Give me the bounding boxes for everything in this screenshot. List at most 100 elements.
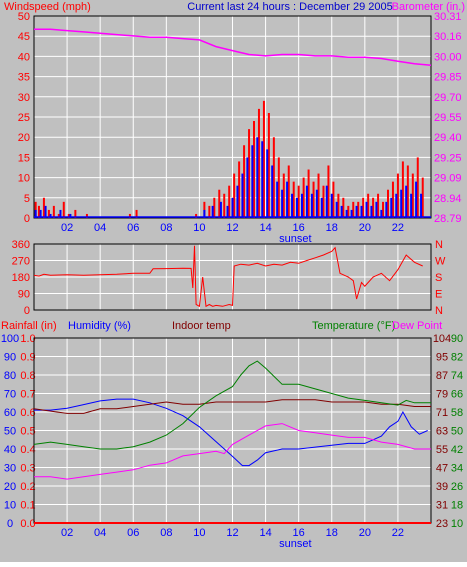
humidity-tick-label: 60 xyxy=(4,407,16,419)
barometer-tick-label: 30.00 xyxy=(434,51,462,63)
sunset-label: sunset xyxy=(279,233,311,245)
x-tick-label: 04 xyxy=(94,527,106,539)
barometer-line xyxy=(34,28,432,66)
indoor-temp-tick-label: 55 xyxy=(436,444,448,456)
x-tick-label: 18 xyxy=(326,527,338,539)
compass-tick-label: W xyxy=(435,256,446,268)
indoor-temp-tick-label: 23 xyxy=(436,518,448,530)
dew-point-line xyxy=(34,423,431,480)
barometer-tick-label: 28.94 xyxy=(434,193,462,205)
x-tick-label: 06 xyxy=(127,222,139,234)
temperature-tick-label: 50 xyxy=(451,426,463,438)
chart-title: Current last 24 hours : December 29 2005 xyxy=(187,1,392,13)
indoor-temp-tick-label: 87 xyxy=(436,370,448,382)
direction-tick-label: 0 xyxy=(24,305,30,317)
rainfall-tick-label: 0.9 xyxy=(20,352,35,364)
x-tick-label: 22 xyxy=(392,527,404,539)
barometer-tick-label: 29.40 xyxy=(434,132,462,144)
temperature-tick-label: 34 xyxy=(451,463,463,475)
temperature-tick-label: 18 xyxy=(451,500,463,512)
x-tick-label: 16 xyxy=(293,527,305,539)
windspeed-tick-label: 20 xyxy=(18,132,30,144)
indoor-temp-tick-label: 63 xyxy=(436,426,448,438)
compass-tick-label: N xyxy=(435,239,443,251)
x-tick-label: 20 xyxy=(359,527,371,539)
rainfall-axis-label: Rainfall (in) xyxy=(1,320,57,332)
indoor-temp-tick-label: 95 xyxy=(436,352,448,364)
x-tick-label: 02 xyxy=(61,527,73,539)
temperature-tick-label: 58 xyxy=(451,407,463,419)
temperature-tick-label: 82 xyxy=(451,352,463,364)
rainfall-tick-label: 0.3 xyxy=(20,463,35,475)
indoor-temp-axis-label: Indoor temp xyxy=(172,320,231,332)
indoor-temp-tick-label: 39 xyxy=(436,481,448,493)
barometer-tick-label: 29.55 xyxy=(434,112,462,124)
windspeed-axis-label: Windspeed (mph) xyxy=(4,1,91,13)
sunset-label: sunset xyxy=(279,538,311,550)
temperature-tick-label: 90 xyxy=(451,333,463,345)
x-tick-label: 02 xyxy=(61,222,73,234)
x-tick-label: 10 xyxy=(193,527,205,539)
direction-tick-label: 180 xyxy=(12,272,30,284)
barometer-tick-label: 29.70 xyxy=(434,92,462,104)
rainfall-tick-label: 1.0 xyxy=(20,333,35,345)
rainfall-tick-label: 0.0 xyxy=(20,518,35,530)
barometer-tick-label: 29.25 xyxy=(434,152,462,164)
windspeed-tick-label: 15 xyxy=(18,152,30,164)
x-tick-label: 14 xyxy=(259,527,271,539)
temperature-tick-label: 42 xyxy=(451,444,463,456)
rainfall-tick-label: 0.2 xyxy=(20,481,35,493)
humidity-axis-label: Humidity (%) xyxy=(68,320,131,332)
humidity-tick-label: 20 xyxy=(4,481,16,493)
windspeed-tick-label: 5 xyxy=(24,193,30,205)
humidity-line xyxy=(34,398,428,467)
dewpoint-axis-label: Dew Point xyxy=(392,320,442,332)
barometer-tick-label: 30.16 xyxy=(434,31,462,43)
temperature-tick-label: 66 xyxy=(451,389,463,401)
rainfall-tick-label: 0.5 xyxy=(20,426,35,438)
x-tick-label: 22 xyxy=(392,222,404,234)
humidity-tick-label: 40 xyxy=(4,444,16,456)
rainfall-tick-label: 0.7 xyxy=(20,389,35,401)
temperature-tick-label: 74 xyxy=(451,370,463,382)
direction-tick-label: 90 xyxy=(18,289,30,301)
humidity-tick-label: 80 xyxy=(4,370,16,382)
indoor-temp-line xyxy=(33,399,431,414)
temperature-line xyxy=(33,360,431,450)
x-tick-label: 08 xyxy=(160,222,172,234)
windspeed-tick-label: 40 xyxy=(18,51,30,63)
compass-tick-label: E xyxy=(435,289,442,301)
humidity-tick-label: 50 xyxy=(4,426,16,438)
barometer-tick-label: 29.09 xyxy=(434,173,462,185)
windspeed-tick-label: 50 xyxy=(18,11,30,23)
windspeed-tick-label: 25 xyxy=(18,112,30,124)
indoor-temp-tick-label: 79 xyxy=(436,389,448,401)
humidity-tick-label: 70 xyxy=(4,389,16,401)
x-tick-label: 20 xyxy=(359,222,371,234)
compass-tick-label: S xyxy=(435,272,442,284)
humidity-tick-label: 100 xyxy=(1,333,19,345)
rainfall-tick-label: 0.1 xyxy=(20,500,35,512)
wind-direction-line xyxy=(33,245,423,308)
barometer-tick-label: 30.31 xyxy=(434,11,462,23)
windspeed-tick-label: 10 xyxy=(18,173,30,185)
rainfall-tick-label: 0.8 xyxy=(20,370,35,382)
plot-border-2 xyxy=(33,243,432,311)
compass-tick-label: N xyxy=(435,305,443,317)
barometer-tick-label: 28.79 xyxy=(434,213,462,225)
indoor-temp-tick-label: 47 xyxy=(436,463,448,475)
x-tick-label: 16 xyxy=(293,222,305,234)
windspeed-tick-label: 35 xyxy=(18,72,30,84)
x-tick-label: 10 xyxy=(193,222,205,234)
temperature-tick-label: 10 xyxy=(451,518,463,530)
x-tick-label: 12 xyxy=(226,527,238,539)
x-tick-label: 04 xyxy=(94,222,106,234)
x-tick-label: 06 xyxy=(127,527,139,539)
direction-tick-label: 360 xyxy=(12,239,30,251)
humidity-tick-label: 30 xyxy=(4,463,16,475)
indoor-temp-tick-label: 31 xyxy=(436,500,448,512)
barometer-tick-label: 29.85 xyxy=(434,72,462,84)
direction-tick-label: 270 xyxy=(12,256,30,268)
indoor-temp-tick-label: 71 xyxy=(436,407,448,419)
